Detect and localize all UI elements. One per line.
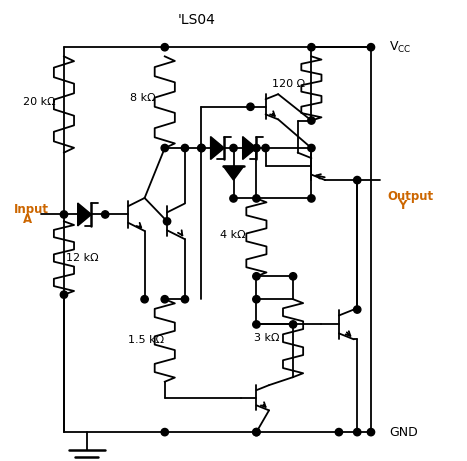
Circle shape [161,43,169,51]
Circle shape [262,144,269,152]
Text: 20 kΩ: 20 kΩ [23,97,56,107]
Circle shape [60,291,68,298]
Circle shape [253,195,260,202]
Circle shape [290,321,297,328]
Circle shape [354,306,361,313]
Text: Input: Input [14,203,49,216]
Circle shape [253,272,260,280]
Circle shape [308,195,315,202]
Circle shape [368,428,375,436]
Text: 1.5 kΩ: 1.5 kΩ [128,336,164,345]
Circle shape [141,296,148,303]
Circle shape [308,144,315,152]
Text: Output: Output [387,189,433,203]
Circle shape [181,144,189,152]
Circle shape [198,144,205,152]
Circle shape [181,296,189,303]
Circle shape [198,144,205,152]
Text: V$_{\rm CC}$: V$_{\rm CC}$ [389,40,412,55]
Circle shape [101,211,109,218]
Circle shape [354,177,361,184]
Text: GND: GND [389,426,418,438]
Circle shape [253,428,260,436]
Text: Y: Y [398,199,407,212]
Circle shape [247,103,254,111]
Circle shape [354,428,361,436]
Circle shape [368,43,375,51]
Circle shape [60,211,68,218]
Text: 'LS04: 'LS04 [178,13,216,27]
Circle shape [230,144,237,152]
Circle shape [253,144,260,152]
Circle shape [163,218,171,225]
Circle shape [308,43,315,51]
Circle shape [230,195,237,202]
Polygon shape [78,203,92,226]
Text: 8 kΩ: 8 kΩ [130,93,156,103]
Polygon shape [243,136,256,160]
Polygon shape [211,136,224,160]
Circle shape [161,144,169,152]
Circle shape [290,272,297,280]
Text: 3 kΩ: 3 kΩ [254,333,280,343]
Circle shape [161,296,169,303]
Text: 12 kΩ: 12 kΩ [66,253,99,263]
Circle shape [308,117,315,124]
Circle shape [161,428,169,436]
Text: 4 kΩ: 4 kΩ [220,230,245,240]
Text: A: A [23,213,32,225]
Circle shape [253,321,260,328]
Polygon shape [223,166,244,180]
Circle shape [253,296,260,303]
Text: 120 Ω: 120 Ω [272,79,305,89]
Circle shape [253,428,260,436]
Circle shape [335,428,343,436]
